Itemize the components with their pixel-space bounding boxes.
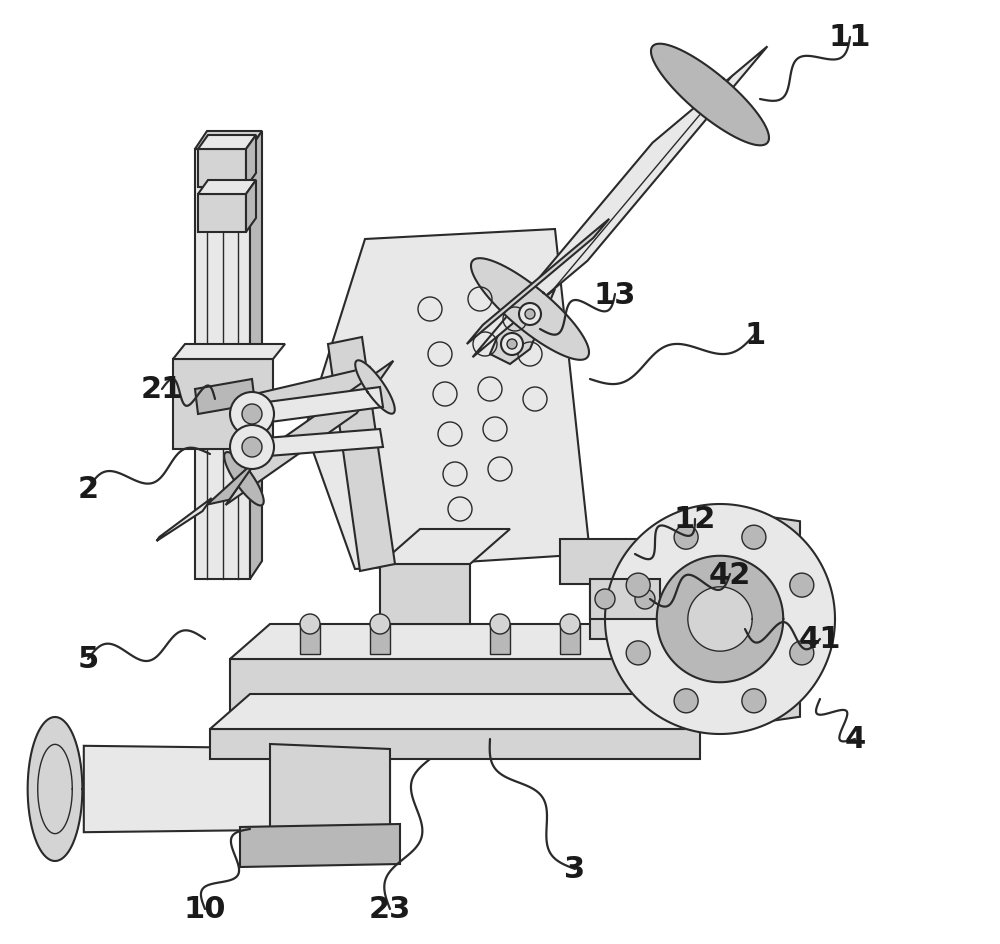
Polygon shape — [224, 452, 264, 506]
Polygon shape — [252, 430, 383, 458]
Text: 23: 23 — [369, 895, 411, 923]
Polygon shape — [270, 744, 390, 834]
Polygon shape — [173, 360, 273, 449]
Circle shape — [674, 689, 698, 713]
Text: 21: 21 — [141, 375, 183, 404]
Circle shape — [300, 615, 320, 634]
Circle shape — [560, 615, 580, 634]
Polygon shape — [230, 624, 720, 659]
Polygon shape — [195, 132, 262, 150]
Text: 4: 4 — [844, 725, 866, 753]
Circle shape — [790, 641, 814, 666]
Polygon shape — [173, 345, 285, 360]
Polygon shape — [471, 259, 589, 361]
Circle shape — [635, 589, 655, 610]
Text: 3: 3 — [564, 854, 586, 884]
Text: 41: 41 — [799, 625, 841, 654]
Circle shape — [595, 589, 615, 610]
Polygon shape — [230, 659, 680, 729]
Circle shape — [519, 304, 541, 326]
Circle shape — [230, 393, 274, 436]
Polygon shape — [590, 580, 660, 619]
Polygon shape — [198, 194, 246, 233]
Polygon shape — [195, 150, 250, 580]
Text: 12: 12 — [674, 505, 716, 534]
Circle shape — [242, 405, 262, 425]
Polygon shape — [380, 530, 510, 565]
Circle shape — [242, 437, 262, 458]
Text: 42: 42 — [709, 560, 751, 589]
Circle shape — [626, 641, 650, 666]
Polygon shape — [252, 388, 383, 425]
Circle shape — [790, 574, 814, 598]
Circle shape — [501, 333, 523, 356]
Polygon shape — [195, 379, 255, 414]
Polygon shape — [688, 587, 752, 651]
Circle shape — [742, 689, 766, 713]
Polygon shape — [490, 290, 555, 364]
Polygon shape — [355, 361, 395, 414]
Circle shape — [490, 615, 510, 634]
Circle shape — [674, 526, 698, 549]
Polygon shape — [240, 824, 400, 868]
Text: 2: 2 — [77, 475, 99, 504]
Polygon shape — [651, 44, 769, 146]
Polygon shape — [560, 624, 580, 654]
Polygon shape — [226, 362, 393, 505]
Circle shape — [507, 340, 517, 349]
Polygon shape — [198, 136, 256, 150]
Polygon shape — [720, 510, 800, 729]
Polygon shape — [380, 565, 470, 624]
Polygon shape — [305, 229, 590, 569]
Circle shape — [525, 310, 535, 320]
Polygon shape — [560, 539, 690, 639]
Polygon shape — [84, 746, 390, 833]
Circle shape — [230, 426, 274, 469]
Polygon shape — [680, 624, 720, 729]
Text: 5: 5 — [77, 645, 99, 674]
Polygon shape — [250, 132, 262, 580]
Polygon shape — [473, 47, 767, 358]
Polygon shape — [467, 220, 609, 345]
Circle shape — [742, 526, 766, 549]
Polygon shape — [370, 624, 390, 654]
Polygon shape — [210, 729, 700, 759]
Text: 1: 1 — [744, 320, 766, 349]
Polygon shape — [198, 181, 256, 194]
Circle shape — [370, 615, 390, 634]
Circle shape — [626, 574, 650, 598]
Polygon shape — [210, 694, 740, 729]
Polygon shape — [28, 717, 82, 861]
Polygon shape — [605, 504, 835, 734]
Polygon shape — [246, 136, 256, 188]
Polygon shape — [198, 150, 246, 188]
Text: 10: 10 — [184, 895, 226, 923]
Polygon shape — [300, 624, 320, 654]
Polygon shape — [328, 338, 395, 571]
Polygon shape — [246, 181, 256, 233]
Text: 13: 13 — [594, 280, 636, 310]
Polygon shape — [657, 556, 783, 683]
Polygon shape — [207, 459, 259, 505]
Text: 11: 11 — [829, 24, 871, 53]
Polygon shape — [490, 624, 510, 654]
Polygon shape — [157, 498, 212, 542]
Polygon shape — [242, 367, 375, 417]
